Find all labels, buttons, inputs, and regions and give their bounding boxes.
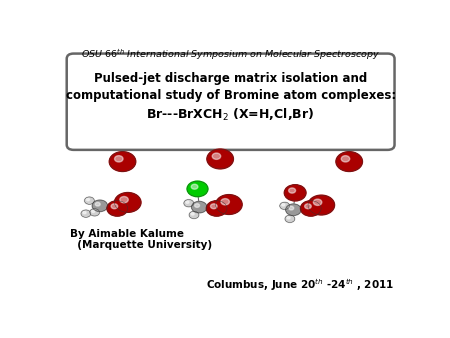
Circle shape: [107, 201, 128, 216]
Circle shape: [286, 204, 301, 215]
Circle shape: [90, 209, 99, 216]
Circle shape: [115, 155, 123, 162]
Text: Columbus, June 20$^{th}$ -24$^{th}$ , 2011: Columbus, June 20$^{th}$ -24$^{th}$ , 20…: [207, 277, 395, 293]
Circle shape: [191, 184, 198, 189]
Circle shape: [207, 201, 227, 216]
Text: Pulsed-jet discharge matrix isolation and: Pulsed-jet discharge matrix isolation an…: [94, 72, 367, 85]
Circle shape: [92, 210, 95, 213]
Circle shape: [301, 201, 321, 216]
Circle shape: [95, 202, 100, 206]
Text: Br---BrXCH$_2$ (X=H,Cl,Br): Br---BrXCH$_2$ (X=H,Cl,Br): [147, 107, 315, 123]
Circle shape: [120, 196, 128, 203]
Circle shape: [221, 199, 230, 205]
Text: By Aimable Kalume: By Aimable Kalume: [70, 230, 184, 239]
Circle shape: [287, 217, 290, 219]
Circle shape: [341, 155, 350, 162]
Circle shape: [189, 211, 199, 219]
Circle shape: [288, 188, 296, 193]
Circle shape: [313, 199, 322, 206]
Text: computational study of Bromine atom complexes:: computational study of Bromine atom comp…: [66, 89, 396, 102]
FancyBboxPatch shape: [67, 54, 395, 150]
Circle shape: [305, 204, 311, 209]
Circle shape: [308, 195, 334, 215]
Circle shape: [280, 202, 289, 210]
Circle shape: [86, 198, 90, 201]
Circle shape: [216, 195, 242, 214]
Circle shape: [192, 201, 207, 213]
Circle shape: [187, 181, 208, 197]
Circle shape: [92, 200, 108, 212]
Circle shape: [289, 206, 294, 210]
Text: $\mathit{OSU\ 66^{th}\ International\ Symposium\ on\ Molecular\ Spectroscopy}$: $\mathit{OSU\ 66^{th}\ International\ Sy…: [81, 47, 380, 62]
Circle shape: [284, 185, 306, 201]
Circle shape: [207, 149, 234, 169]
Circle shape: [195, 204, 199, 207]
Circle shape: [186, 201, 189, 203]
Text: (Marquette University): (Marquette University): [70, 240, 212, 250]
Circle shape: [211, 204, 217, 209]
Circle shape: [81, 210, 91, 217]
Circle shape: [285, 215, 295, 222]
Circle shape: [191, 213, 194, 215]
Circle shape: [336, 152, 362, 171]
Circle shape: [109, 152, 136, 171]
Circle shape: [85, 197, 94, 204]
Circle shape: [111, 204, 118, 209]
Circle shape: [184, 199, 194, 207]
Circle shape: [114, 193, 141, 212]
Circle shape: [282, 203, 285, 206]
Circle shape: [83, 212, 86, 214]
Circle shape: [212, 153, 220, 160]
